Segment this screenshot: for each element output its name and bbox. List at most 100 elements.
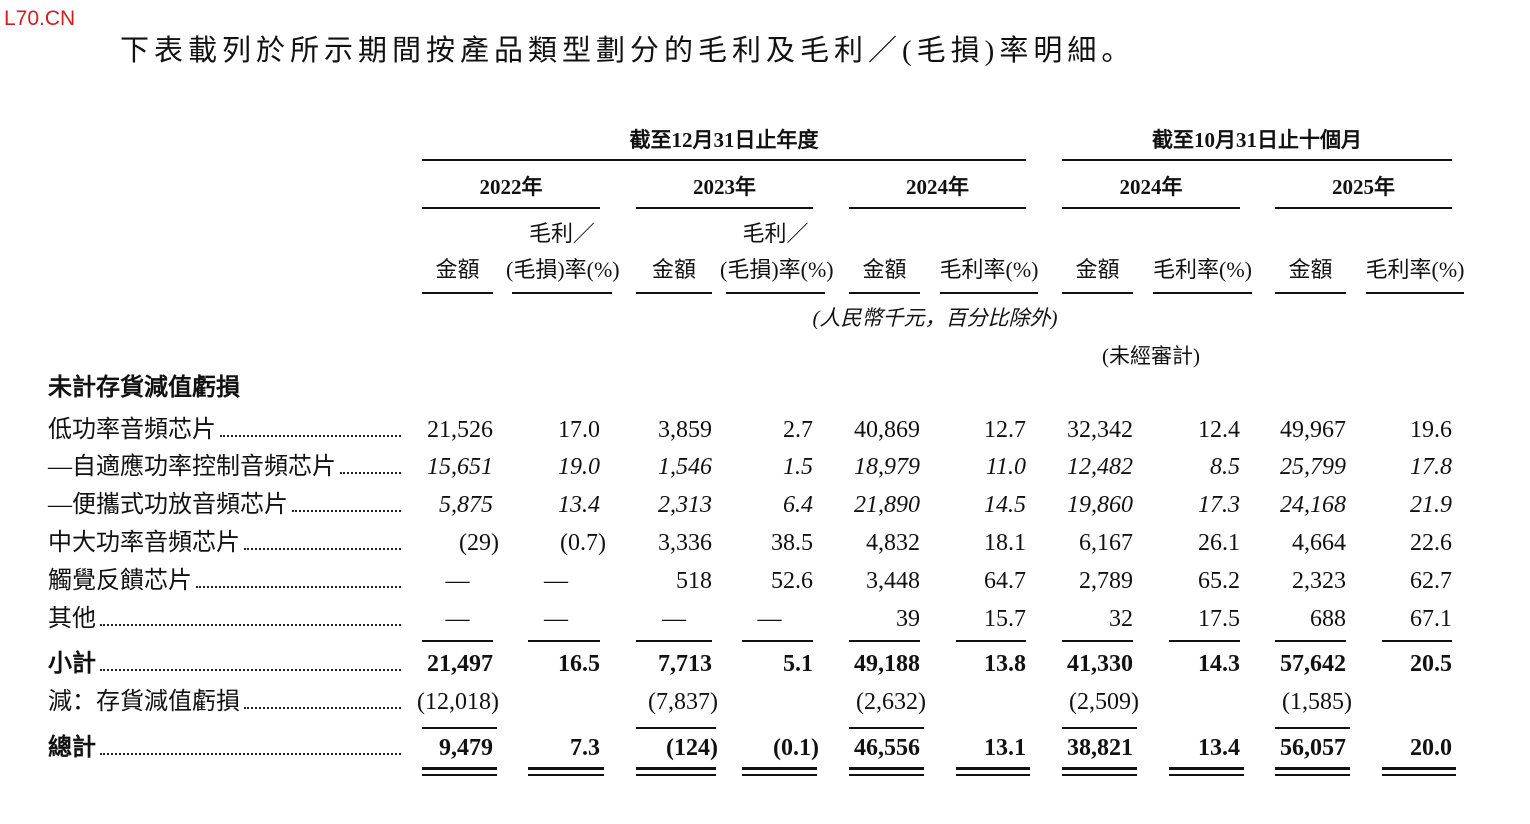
label-text: —便攜式功放音頻芯片 <box>48 492 288 518</box>
rule <box>1169 640 1240 642</box>
rule <box>636 774 716 776</box>
cell: 1.5 <box>783 454 813 480</box>
label-text: —自適應功率控制音頻芯片 <box>48 454 336 480</box>
label-text: 減：存貨減值虧損 <box>48 689 240 715</box>
cell: (2,509) <box>1069 689 1139 715</box>
rule <box>1275 727 1350 729</box>
intro: 下表載列於所示期間按產品類型劃分的毛利及毛利／(毛損)率明細。 <box>120 35 1136 67</box>
rule <box>956 767 1030 770</box>
unaudited-note: (未經審計) <box>1102 344 1200 368</box>
row-label: —便攜式功放音頻芯片 <box>48 490 405 520</box>
cell: 17.5 <box>1198 606 1240 632</box>
cell: 13.4 <box>1198 735 1240 761</box>
cell: (7,837) <box>648 689 718 715</box>
row-label: 低功率音頻芯片 <box>48 415 405 445</box>
cell: 67.1 <box>1410 606 1452 632</box>
cell: 32,342 <box>1067 417 1133 443</box>
column-header: 金額 <box>1288 257 1333 282</box>
cell: — <box>544 568 568 594</box>
rule <box>1169 767 1244 770</box>
rule <box>422 640 493 642</box>
cell: 24,168 <box>1280 492 1346 518</box>
cell: 39 <box>896 606 920 632</box>
cell: 4,832 <box>866 530 920 556</box>
rule <box>1062 774 1137 776</box>
dot-leader <box>292 510 401 512</box>
rule <box>422 774 497 776</box>
cell: 49,188 <box>854 651 920 677</box>
cell: 17.8 <box>1410 454 1452 480</box>
cell: 12.4 <box>1198 417 1240 443</box>
rule <box>636 727 716 729</box>
rule <box>1275 640 1346 642</box>
cell: 21,497 <box>427 651 493 677</box>
cell: 49,967 <box>1280 417 1346 443</box>
dot-leader <box>100 753 401 755</box>
rule <box>849 774 924 776</box>
cell: 19.0 <box>558 454 600 480</box>
unit-note: (人民幣千元，百分比除外) <box>812 306 1058 330</box>
dot-leader <box>196 586 401 588</box>
cell: 7,713 <box>658 651 712 677</box>
cell: 18.1 <box>984 530 1026 556</box>
rule <box>1062 292 1133 294</box>
cell: 16.5 <box>558 651 600 677</box>
cell: 40,869 <box>854 417 920 443</box>
rule <box>422 767 497 770</box>
cell: — <box>445 568 470 594</box>
row-label: 小計 <box>48 649 405 679</box>
cell: 21.9 <box>1410 492 1452 518</box>
column-header: 金額 <box>435 257 480 282</box>
rule <box>726 292 825 294</box>
cell: 14.5 <box>984 492 1026 518</box>
rule <box>1062 640 1133 642</box>
cell: 13.1 <box>984 735 1026 761</box>
rule <box>512 292 612 294</box>
dot-leader <box>100 669 401 671</box>
cell: 15.7 <box>984 606 1026 632</box>
cell: 2.7 <box>783 417 813 443</box>
cell: 13.4 <box>558 492 600 518</box>
year-header: 2024年 <box>906 175 969 199</box>
column-header: (毛損)率(%) <box>720 257 834 282</box>
label-text: 總計 <box>48 735 96 761</box>
cell: 20.0 <box>1410 735 1452 761</box>
dot-leader <box>340 472 401 474</box>
cell: 19.6 <box>1410 417 1452 443</box>
column-header: 毛利率(%) <box>939 257 1039 282</box>
section-title: 未計存貨減值虧損 <box>48 375 240 401</box>
rule <box>742 774 817 776</box>
column-header: 金額 <box>651 257 696 282</box>
rule <box>742 767 817 770</box>
rule <box>849 640 920 642</box>
column-header: 毛利／ <box>528 221 595 246</box>
cell: (1,585) <box>1282 689 1352 715</box>
cell: 14.3 <box>1198 651 1240 677</box>
cell: 41,330 <box>1067 651 1133 677</box>
rule <box>956 774 1030 776</box>
row-label: 總計 <box>48 733 405 763</box>
rule <box>422 159 1026 161</box>
cell: 62.7 <box>1410 568 1452 594</box>
cell: 8.5 <box>1210 454 1240 480</box>
label-text: 觸覺反饋芯片 <box>48 568 192 594</box>
cell: 32 <box>1109 606 1133 632</box>
cell: 5,875 <box>439 492 493 518</box>
row-label: 中大功率音頻芯片 <box>48 528 405 558</box>
rule <box>422 727 497 729</box>
label-text: 小計 <box>48 651 96 677</box>
cell: 3,859 <box>658 417 712 443</box>
rule <box>1382 767 1456 770</box>
cell: 12.7 <box>984 417 1026 443</box>
cell: (2,632) <box>856 689 926 715</box>
cell: 9,479 <box>439 735 493 761</box>
cell: 46,556 <box>854 735 920 761</box>
cell: 12,482 <box>1067 454 1133 480</box>
column-header: 毛利／ <box>742 221 809 246</box>
dot-leader <box>220 435 401 437</box>
dot-leader <box>100 624 401 626</box>
label-text: 低功率音頻芯片 <box>48 417 216 443</box>
rule <box>742 640 813 642</box>
cell: 52.6 <box>771 568 813 594</box>
rule <box>1062 767 1137 770</box>
